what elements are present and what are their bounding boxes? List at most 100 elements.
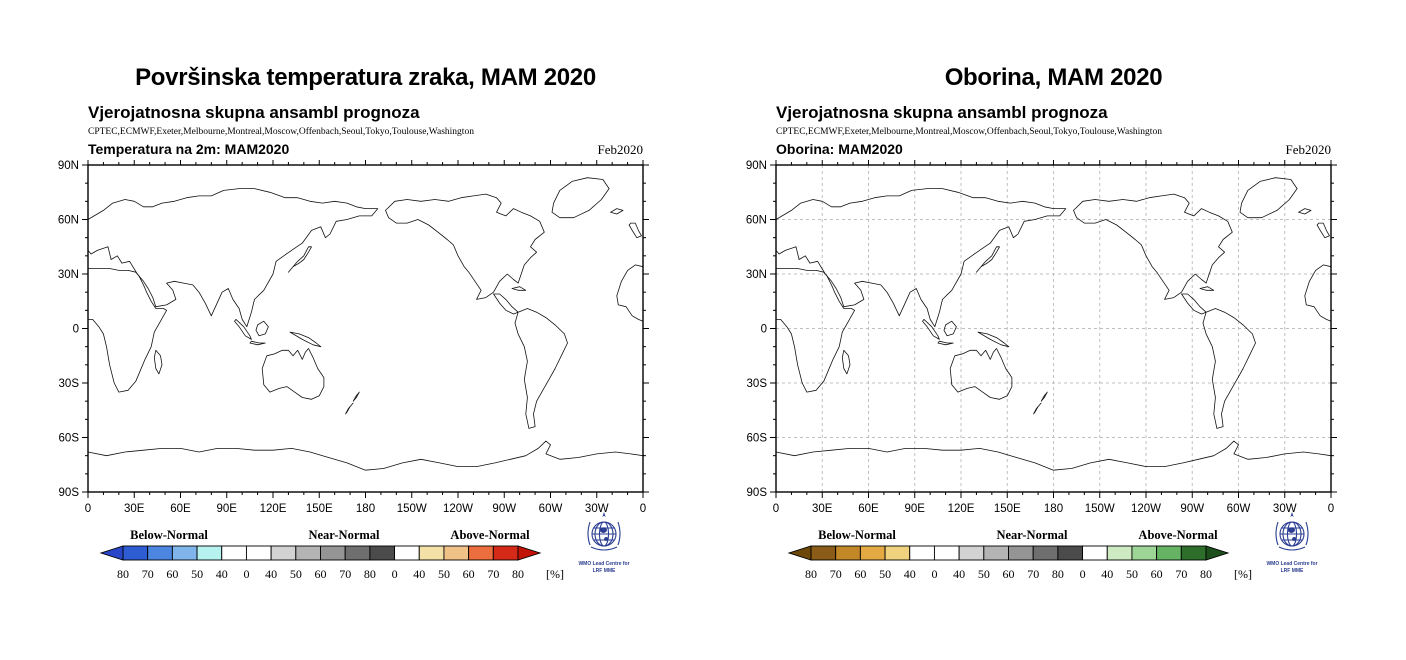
- svg-text:60: 60: [1151, 567, 1163, 581]
- svg-text:30S: 30S: [59, 378, 80, 390]
- svg-text:70: 70: [487, 567, 499, 581]
- svg-text:50: 50: [1126, 567, 1138, 581]
- svg-text:40: 40: [265, 567, 277, 581]
- svg-text:60W: 60W: [539, 503, 563, 515]
- svg-text:90W: 90W: [1180, 503, 1204, 515]
- svg-text:0: 0: [73, 324, 79, 336]
- legend-category-below: Below-Normal: [130, 528, 208, 542]
- wmo-logo-icon: WMO Lead Centre for LRF MME: [578, 512, 630, 574]
- issue-date-label: Feb2020: [1285, 142, 1332, 157]
- svg-text:80: 80: [1052, 567, 1064, 581]
- centers-list: CPTEC,ECMWF,Exeter,Melbourne,Montreal,Mo…: [776, 127, 1162, 137]
- logo-caption-line1: WMO Lead Centre for: [1266, 561, 1317, 567]
- svg-text:150E: 150E: [994, 503, 1021, 515]
- svg-text:60W: 60W: [1227, 503, 1251, 515]
- svg-text:120E: 120E: [948, 503, 975, 515]
- logo-caption-line2: LRF MME: [1281, 568, 1304, 574]
- svg-text:60: 60: [1003, 567, 1015, 581]
- legend-category-above: Above-Normal: [450, 528, 530, 542]
- centers-list: CPTEC,ECMWF,Exeter,Melbourne,Montreal,Mo…: [88, 127, 474, 137]
- svg-text:0: 0: [243, 567, 249, 581]
- svg-text:50: 50: [438, 567, 450, 581]
- svg-text:90W: 90W: [492, 503, 516, 515]
- precipitation-map-canvas: 0 30E 60E 90E 120E 150E 180 150W 120W 90W 60W 30W 09…: [746, 160, 1337, 515]
- panel-temperature: Površinska temperatura zraka, MAM 2020 V…: [48, 0, 678, 660]
- svg-text:120W: 120W: [443, 503, 473, 515]
- temperature-map-canvas: 0 30E 60E 90E 120E 150E 180 150W 120W 90W 60W 30W 09…: [58, 160, 649, 515]
- svg-text:50: 50: [191, 567, 203, 581]
- svg-text:60S: 60S: [747, 433, 768, 445]
- svg-text:30N: 30N: [58, 269, 79, 281]
- svg-text:80: 80: [1200, 567, 1212, 581]
- svg-text:40: 40: [953, 567, 965, 581]
- svg-text:50: 50: [978, 567, 990, 581]
- svg-text:0: 0: [85, 503, 91, 515]
- svg-text:60N: 60N: [58, 215, 79, 227]
- svg-text:80: 80: [117, 567, 129, 581]
- svg-text:60S: 60S: [59, 433, 80, 445]
- svg-text:50: 50: [879, 567, 891, 581]
- svg-text:120E: 120E: [260, 503, 287, 515]
- svg-text:50: 50: [290, 567, 302, 581]
- svg-text:70: 70: [339, 567, 351, 581]
- svg-text:150W: 150W: [1085, 503, 1115, 515]
- svg-text:80: 80: [805, 567, 817, 581]
- svg-text:90S: 90S: [59, 487, 80, 499]
- svg-text:180: 180: [1044, 503, 1063, 515]
- legend-category-near: Near-Normal: [996, 528, 1068, 542]
- svg-text:0: 0: [761, 324, 767, 336]
- svg-text:40: 40: [413, 567, 425, 581]
- svg-text:90E: 90E: [217, 503, 238, 515]
- svg-text:150E: 150E: [306, 503, 333, 515]
- svg-text:180: 180: [356, 503, 375, 515]
- probability-colorbar: 80 70 60 50 40 0 40 50 60 70 80 0 40 50 60 70 80 [%]: [99, 545, 564, 581]
- legend-category-near: Near-Normal: [308, 528, 380, 542]
- wmo-logo-icon: WMO Lead Centre for LRF MME: [1266, 512, 1318, 574]
- logo-caption-line1: WMO Lead Centre for: [578, 561, 629, 567]
- map-title-row: Temperatura na 2m: MAM2020 Feb2020: [88, 141, 643, 158]
- svg-text:[%]: [%]: [546, 567, 564, 581]
- svg-text:70: 70: [1027, 567, 1039, 581]
- svg-text:80: 80: [512, 567, 524, 581]
- svg-text:30S: 30S: [747, 378, 768, 390]
- svg-text:30E: 30E: [812, 503, 833, 515]
- page-title: Površinska temperatura zraka, MAM 2020: [135, 64, 596, 91]
- svg-text:90N: 90N: [746, 160, 767, 172]
- svg-text:30N: 30N: [746, 269, 767, 281]
- svg-text:60: 60: [315, 567, 327, 581]
- svg-text:30W: 30W: [1273, 503, 1297, 515]
- svg-text:[%]: [%]: [1234, 567, 1252, 581]
- svg-text:80: 80: [364, 567, 376, 581]
- svg-text:40: 40: [904, 567, 916, 581]
- legend-category-below: Below-Normal: [818, 528, 896, 542]
- svg-text:120W: 120W: [1131, 503, 1161, 515]
- svg-text:30E: 30E: [124, 503, 145, 515]
- probability-colorbar: 80 70 60 50 40 0 40 50 60 70 80 0 40 50 60 70 80 [%]: [787, 545, 1252, 581]
- svg-text:30W: 30W: [585, 503, 609, 515]
- svg-text:60: 60: [166, 567, 178, 581]
- svg-text:0: 0: [392, 567, 398, 581]
- svg-text:0: 0: [1080, 567, 1086, 581]
- svg-text:70: 70: [1175, 567, 1187, 581]
- issue-date-label: Feb2020: [597, 142, 644, 157]
- svg-text:70: 70: [142, 567, 154, 581]
- svg-text:90N: 90N: [58, 160, 79, 172]
- map-title-row: Oborina: MAM2020 Feb2020: [776, 141, 1331, 158]
- forecast-subtitle: Vjerojatnosna skupna ansambl prognoza: [776, 103, 1108, 122]
- map-variable-title: Temperatura na 2m: MAM2020: [88, 141, 290, 157]
- svg-text:0: 0: [640, 503, 646, 515]
- svg-text:0: 0: [773, 503, 779, 515]
- svg-text:70: 70: [830, 567, 842, 581]
- panel-precipitation: Oborina, MAM 2020 Vjerojatnosna skupna a…: [736, 0, 1366, 660]
- forecast-subtitle: Vjerojatnosna skupna ansambl prognoza: [88, 103, 420, 122]
- svg-text:150W: 150W: [397, 503, 427, 515]
- svg-text:60N: 60N: [746, 215, 767, 227]
- map-variable-title: Oborina: MAM2020: [776, 141, 903, 157]
- svg-text:90S: 90S: [747, 487, 768, 499]
- svg-text:60: 60: [854, 567, 866, 581]
- svg-text:60E: 60E: [858, 503, 879, 515]
- svg-text:60: 60: [463, 567, 475, 581]
- svg-text:40: 40: [1101, 567, 1113, 581]
- svg-text:40: 40: [216, 567, 228, 581]
